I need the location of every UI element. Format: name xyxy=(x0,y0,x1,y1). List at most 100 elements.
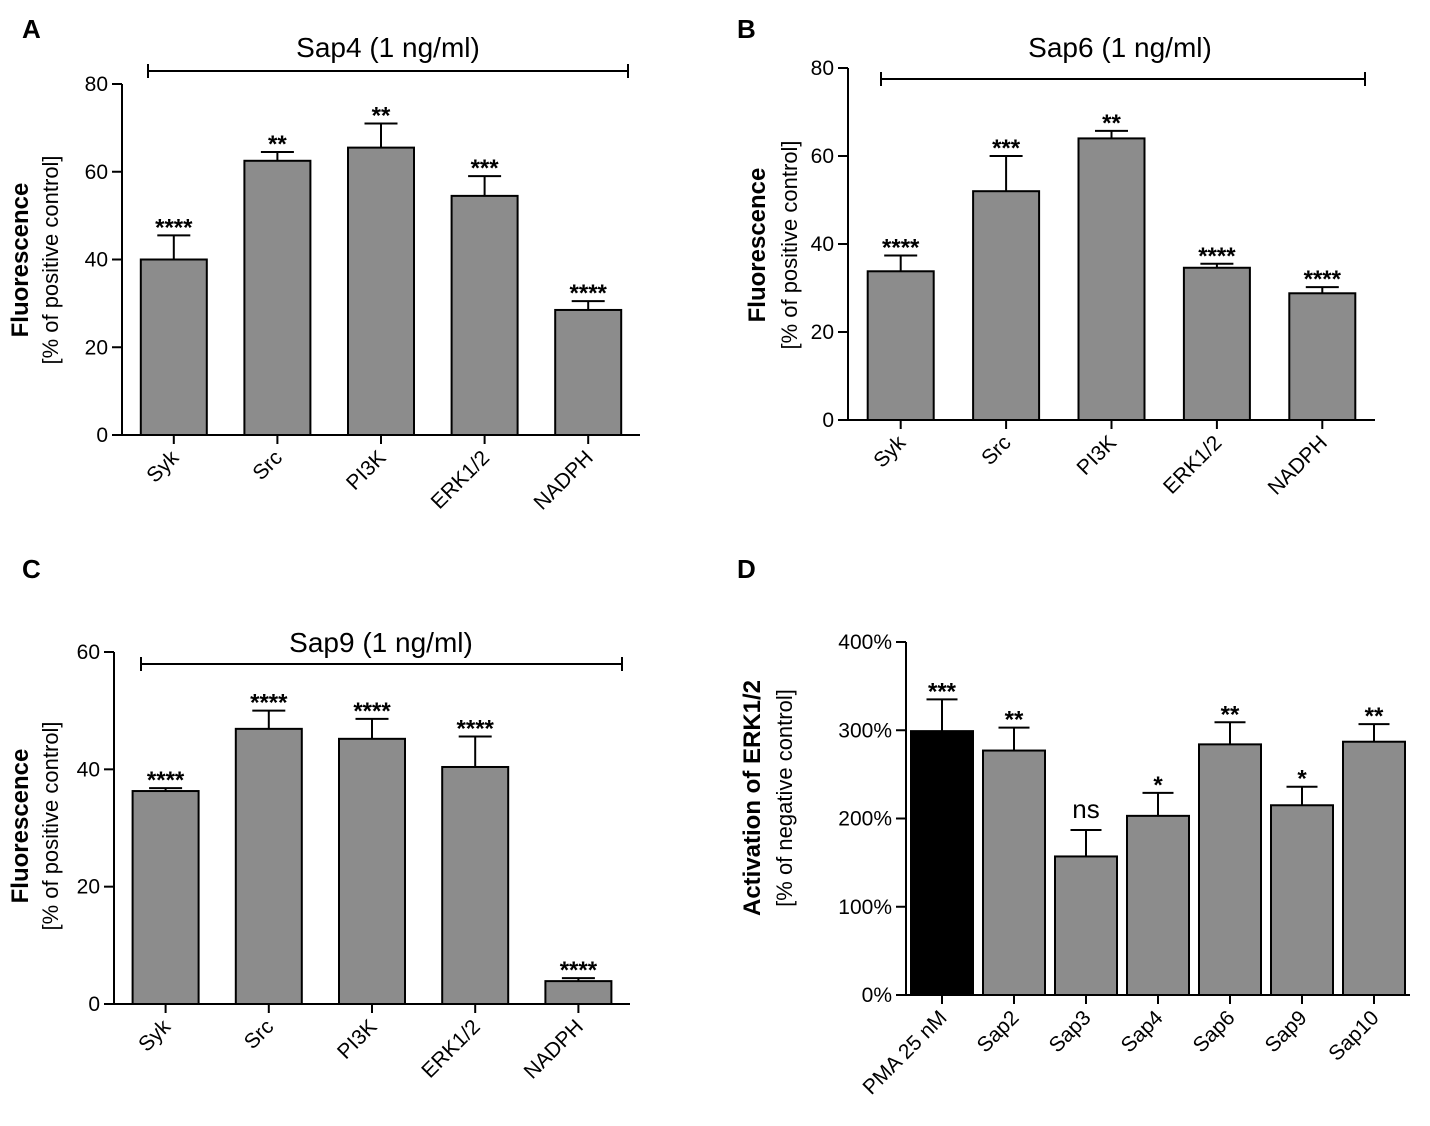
chart-a: A 0 20 40 60 80 Fluorescence [% of positive con… xyxy=(7,14,640,515)
chart-title-b: Sap6 (1 ng/ml) xyxy=(1028,32,1212,63)
category-label-d: Sap3 xyxy=(1045,1006,1096,1057)
significance-label-a: **** xyxy=(155,214,193,241)
significance-label-d: * xyxy=(1297,766,1307,793)
category-label-d: Sap9 xyxy=(1261,1006,1312,1057)
significance-label-c: **** xyxy=(147,767,185,794)
panel-letter-b: B xyxy=(737,14,756,44)
y-tick-label-b: 40 xyxy=(811,233,834,256)
category-label-c: NADPH xyxy=(520,1015,588,1083)
y-tick-label-c: 60 xyxy=(77,641,100,664)
y-tick-label-d: 100% xyxy=(838,896,892,919)
significance-label-b: **** xyxy=(1198,243,1236,270)
significance-label-b: **** xyxy=(882,234,920,261)
significance-label-a: **** xyxy=(570,280,608,307)
category-label-c: Syk xyxy=(134,1015,175,1056)
bar-c-2 xyxy=(338,737,406,1005)
bar-b-3 xyxy=(1182,266,1251,422)
significance-label-d: ** xyxy=(1365,703,1384,730)
y-tick-label-a: 20 xyxy=(85,336,108,359)
category-label-d: Sap6 xyxy=(1189,1006,1240,1057)
chart-title-c: Sap9 (1 ng/ml) xyxy=(289,627,473,658)
panel-c: C 0 20 40 60 Fluorescence [% of positive contr… xyxy=(0,540,715,1126)
panel-d: D 0% 100% 200% 300% 400% Activation of ERK1/2[… xyxy=(715,540,1430,1126)
y-tick-label-b: 80 xyxy=(811,57,834,80)
y-tick-label-d: 400% xyxy=(838,631,892,654)
y-tick-label-c: 0 xyxy=(88,993,100,1016)
y-axis-label-a: Fluorescence xyxy=(7,183,34,338)
significance-label-d: * xyxy=(1153,772,1163,799)
y-tick-label-d: 300% xyxy=(838,719,892,742)
significance-label-c: **** xyxy=(250,690,288,717)
y-tick-label-a: 60 xyxy=(85,161,108,184)
significance-label-c: **** xyxy=(457,715,495,742)
significance-label-d: ** xyxy=(1005,707,1024,734)
y-axis-label-b: Fluorescence xyxy=(744,168,771,323)
bar-d-5 xyxy=(1270,804,1334,997)
bar-d-0 xyxy=(910,730,974,996)
category-label-a: ERK1/2 xyxy=(427,446,494,513)
panel-letter-d: D xyxy=(737,554,756,584)
significance-label-a: ** xyxy=(268,131,287,158)
chart-b: B 0 20 40 60 80 Fluorescence [% of positive con… xyxy=(737,14,1375,500)
y-tick-label-d: 0% xyxy=(862,984,892,1007)
bar-d-3 xyxy=(1126,814,1190,997)
y-axis-label-d: Activation of ERK1/2 xyxy=(739,680,766,916)
bar-a-3 xyxy=(450,194,519,436)
bar-b-4 xyxy=(1288,292,1357,421)
significance-label-d: ns xyxy=(1072,794,1099,824)
y-axis-label-c: Fluorescence xyxy=(7,749,34,904)
bar-d-6 xyxy=(1342,740,1406,996)
panel-a: A 0 20 40 60 80 Fluorescence [% of positive con… xyxy=(0,0,715,540)
bar-b-2 xyxy=(1077,137,1146,421)
y-axis-sublabel-a: [% of positive control] xyxy=(38,155,63,364)
bar-a-0 xyxy=(139,258,208,436)
bar-c-4 xyxy=(544,980,613,1005)
y-axis-sublabel-c: [% of positive control] xyxy=(38,721,63,930)
panel-letter-c: C xyxy=(22,554,41,584)
category-label-a: Src xyxy=(248,446,287,485)
chart-d: D 0% 100% 200% 300% 400% Activation of ERK1/2[… xyxy=(737,554,1410,1099)
category-label-b: PI3K xyxy=(1073,431,1121,479)
significance-label-d: ** xyxy=(1221,701,1240,728)
category-label-a: PI3K xyxy=(342,446,390,494)
bar-b-0 xyxy=(866,270,935,421)
category-label-c: ERK1/2 xyxy=(417,1015,484,1082)
chart-c: C 0 20 40 60 Fluorescence [% of positive contr… xyxy=(7,554,630,1084)
significance-label-c: **** xyxy=(353,698,391,725)
category-label-a: NADPH xyxy=(529,446,597,514)
category-label-d: PMA 25 nM xyxy=(859,1006,952,1099)
chart-title-a: Sap4 (1 ng/ml) xyxy=(296,32,480,63)
bar-c-3 xyxy=(441,765,510,1005)
y-tick-label-c: 40 xyxy=(77,758,100,781)
significance-label-b: ** xyxy=(1102,110,1121,137)
bar-c-1 xyxy=(234,727,303,1005)
bar-a-4 xyxy=(554,308,623,436)
category-label-b: NADPH xyxy=(1264,431,1332,499)
panel-letter-a: A xyxy=(22,14,41,44)
significance-label-b: **** xyxy=(1304,266,1342,293)
category-label-b: Src xyxy=(977,431,1016,470)
category-label-c: Src xyxy=(240,1015,279,1054)
y-tick-label-a: 40 xyxy=(85,249,108,272)
bar-a-1 xyxy=(243,159,312,436)
category-label-c: PI3K xyxy=(333,1015,381,1063)
bar-c-0 xyxy=(131,790,200,1005)
bar-a-2 xyxy=(347,146,415,436)
y-tick-label-b: 20 xyxy=(811,321,834,344)
bar-d-2 xyxy=(1054,855,1118,997)
y-tick-label-a: 80 xyxy=(85,73,108,96)
category-label-b: ERK1/2 xyxy=(1159,431,1226,498)
y-axis-sublabel-d: [% of negative control] xyxy=(772,689,797,907)
y-axis-sublabel-b: [% of positive control] xyxy=(777,140,802,349)
bar-d-4 xyxy=(1198,743,1262,996)
category-label-b: Syk xyxy=(869,431,910,472)
y-tick-label-b: 60 xyxy=(811,145,834,168)
bar-b-1 xyxy=(972,190,1041,421)
category-label-d: Sap2 xyxy=(973,1006,1024,1057)
category-label-d: Sap10 xyxy=(1324,1006,1383,1065)
y-tick-label-d: 200% xyxy=(838,808,892,831)
significance-label-a: *** xyxy=(471,155,500,182)
bar-d-1 xyxy=(982,749,1046,996)
y-tick-label-a: 0 xyxy=(96,424,108,447)
y-tick-label-b: 0 xyxy=(822,409,834,432)
